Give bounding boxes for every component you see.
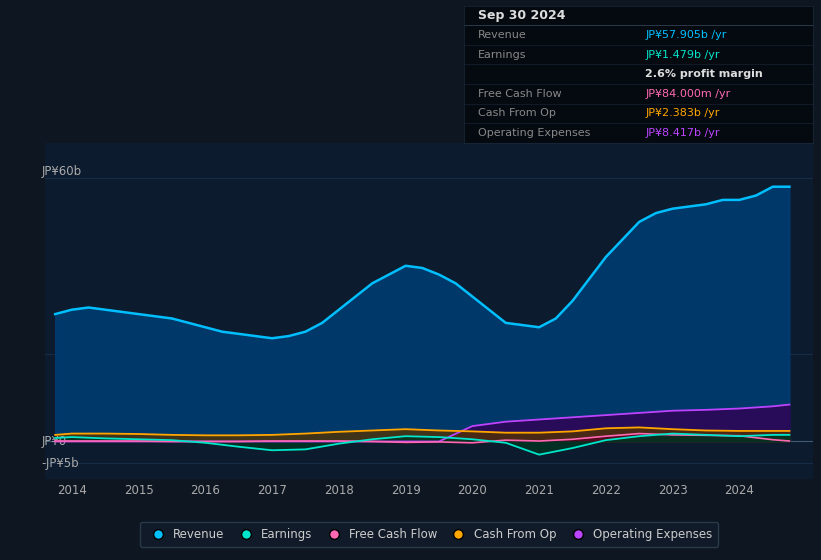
Text: JP¥1.479b /yr: JP¥1.479b /yr <box>645 50 720 59</box>
Legend: Revenue, Earnings, Free Cash Flow, Cash From Op, Operating Expenses: Revenue, Earnings, Free Cash Flow, Cash … <box>140 522 718 547</box>
Text: Sep 30 2024: Sep 30 2024 <box>478 9 566 22</box>
Text: Earnings: Earnings <box>478 50 526 59</box>
Text: Free Cash Flow: Free Cash Flow <box>478 89 562 99</box>
Text: JP¥57.905b /yr: JP¥57.905b /yr <box>645 30 727 40</box>
Text: JP¥60b: JP¥60b <box>41 165 81 178</box>
Text: JP¥0: JP¥0 <box>41 435 67 448</box>
Text: JP¥8.417b /yr: JP¥8.417b /yr <box>645 128 720 138</box>
Text: Revenue: Revenue <box>478 30 526 40</box>
Text: JP¥2.383b /yr: JP¥2.383b /yr <box>645 109 720 118</box>
Text: Operating Expenses: Operating Expenses <box>478 128 590 138</box>
Text: JP¥84.000m /yr: JP¥84.000m /yr <box>645 89 731 99</box>
Text: 2.6% profit margin: 2.6% profit margin <box>645 69 763 79</box>
Text: -JP¥5b: -JP¥5b <box>41 457 79 470</box>
Text: Cash From Op: Cash From Op <box>478 109 556 118</box>
